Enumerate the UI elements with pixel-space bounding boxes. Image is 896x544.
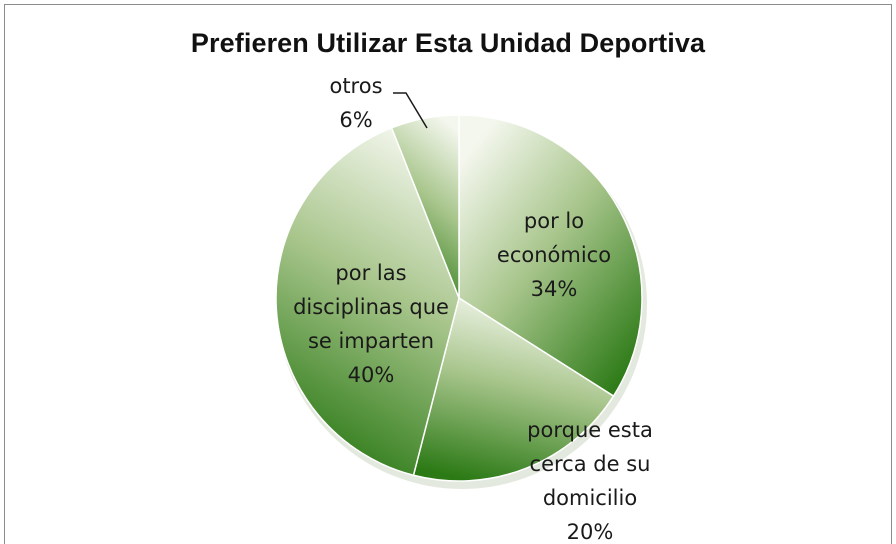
slice-category-label: otros [329,74,382,98]
slice-category-label: cerca de su [530,452,651,476]
pie-slice-1 [458,114,643,398]
slice-category-label: económico [497,243,611,267]
slice-percent-label: 20% [567,520,614,544]
leader-line [393,92,428,129]
slice-category-label: se imparten [308,329,434,353]
slice-category-label: por las [335,261,406,285]
slice-percent-label: 34% [531,277,578,301]
pie-slice-3 [275,126,460,477]
slice-category-label: domicilio [543,486,637,510]
slice-category-label: disciplinas que [293,295,449,319]
slice-category-label: por lo [524,209,584,233]
slice-percent-label: 6% [339,108,372,132]
pie-slice-4 [390,114,460,299]
pie-slice-2 [412,296,615,482]
chart-title: Prefieren Utilizar Esta Unidad Deportiva [190,28,706,58]
slice-percent-label: 40% [348,363,395,387]
slice-category-label: porque esta [527,418,653,442]
